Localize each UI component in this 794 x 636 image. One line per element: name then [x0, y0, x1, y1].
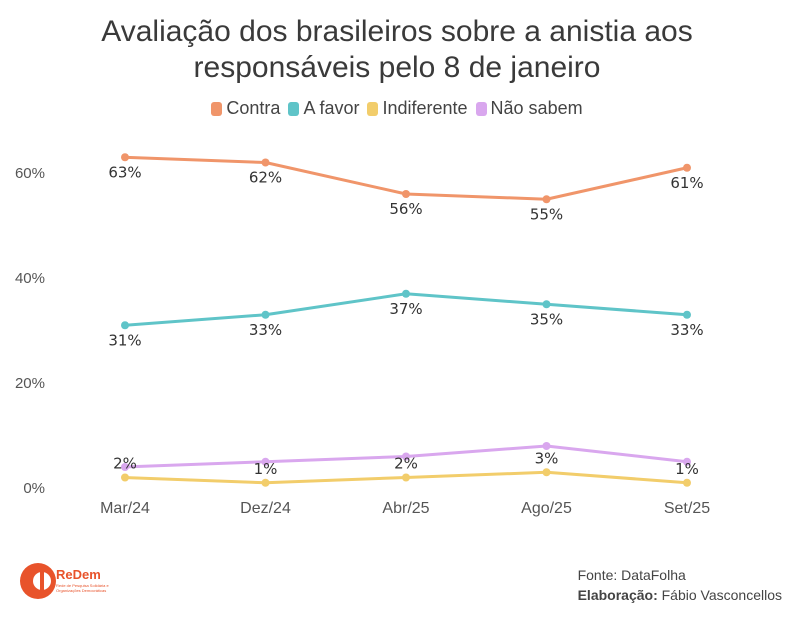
data-point — [261, 158, 270, 167]
data-point — [261, 457, 270, 466]
data-label: 31% — [108, 331, 141, 349]
x-tick-label: Dez/24 — [240, 500, 291, 517]
legend-label: Não sabem — [490, 98, 583, 118]
data-label: 55% — [530, 205, 563, 223]
credit-line: Elaboração: Fábio Vasconcellos — [578, 585, 782, 605]
legend-item-3: Não sabem — [475, 98, 583, 119]
y-tick-label: 40% — [15, 270, 45, 287]
data-label: 61% — [670, 174, 703, 192]
redem-logo-icon — [20, 563, 56, 599]
chart-title: Avaliação dos brasileiros sobre a anisti… — [0, 14, 794, 86]
data-point — [121, 153, 129, 162]
data-label: 62% — [249, 169, 282, 187]
legend-label: A favor — [303, 98, 360, 118]
line-chart: 0% 20% 40% 60% Mar/24 Dez/24 Abr/25 Ago/25 Set/2… — [15, 153, 710, 517]
x-tick-label: Abr/25 — [382, 500, 429, 517]
credit-name: Fábio Vasconcellos — [661, 587, 782, 603]
data-point — [683, 163, 691, 172]
y-tick-label: 0% — [23, 480, 45, 497]
data-label: 56% — [389, 200, 422, 218]
x-tick-label: Set/25 — [664, 500, 710, 517]
credit-label: Elaboração: — [577, 587, 658, 603]
legend-item-0: Contra — [211, 98, 280, 119]
data-point — [121, 463, 129, 471]
data-point — [683, 457, 691, 466]
data-point — [121, 321, 129, 330]
legend-swatch — [475, 101, 487, 116]
x-tick-label: Ago/25 — [521, 500, 572, 517]
data-label: 1% — [254, 460, 278, 478]
data-label: 35% — [530, 310, 563, 328]
logo-subtitle: Rede de Pesquisa Solidária e Organizaçõe… — [56, 583, 109, 593]
data-label: 33% — [670, 321, 703, 339]
redem-logo: ReDem Rede de Pesquisa Solidária e Organ… — [18, 557, 118, 605]
legend-swatch — [367, 101, 379, 116]
data-point — [683, 478, 691, 487]
data-label: 1% — [675, 460, 699, 478]
data-point — [542, 468, 551, 477]
chart-title-line-2: responsáveis pelo 8 de janeiro — [193, 51, 601, 84]
legend-label: Indiferente — [382, 98, 468, 118]
data-point — [542, 300, 551, 309]
legend-item-2: Indiferente — [367, 98, 468, 119]
data-point — [542, 195, 551, 204]
legend-label: Contra — [226, 98, 281, 118]
data-point — [402, 289, 410, 298]
data-point — [402, 452, 410, 461]
data-point — [121, 473, 129, 482]
x-tick-label: Mar/24 — [100, 500, 150, 517]
data-label: 37% — [389, 300, 422, 318]
data-point — [683, 310, 691, 319]
data-point — [261, 478, 270, 487]
data-point — [542, 442, 551, 450]
data-point — [402, 190, 410, 198]
y-tick-label: 20% — [15, 375, 45, 392]
data-label: 33% — [249, 321, 282, 339]
source-note: Fonte: DataFolha Elaboração: Fábio Vasco… — [578, 565, 782, 605]
y-tick-label: 60% — [15, 165, 45, 182]
data-point — [261, 310, 270, 319]
legend-swatch — [288, 101, 300, 116]
data-label: 2% — [113, 455, 137, 473]
source-label: Fonte: DataFolha — [577, 567, 686, 583]
legend-swatch — [211, 101, 223, 116]
chart-legend: Contra A favor Indiferente Não sabem — [0, 98, 794, 119]
data-label: 3% — [535, 449, 559, 467]
chart-title-line-1: Avaliação dos brasileiros sobre a anisti… — [101, 15, 693, 48]
data-point — [402, 473, 410, 482]
logo-name: ReDem — [56, 567, 101, 582]
data-label: 63% — [108, 163, 141, 181]
data-label: 2% — [394, 455, 418, 473]
legend-item-1: A favor — [288, 98, 359, 119]
